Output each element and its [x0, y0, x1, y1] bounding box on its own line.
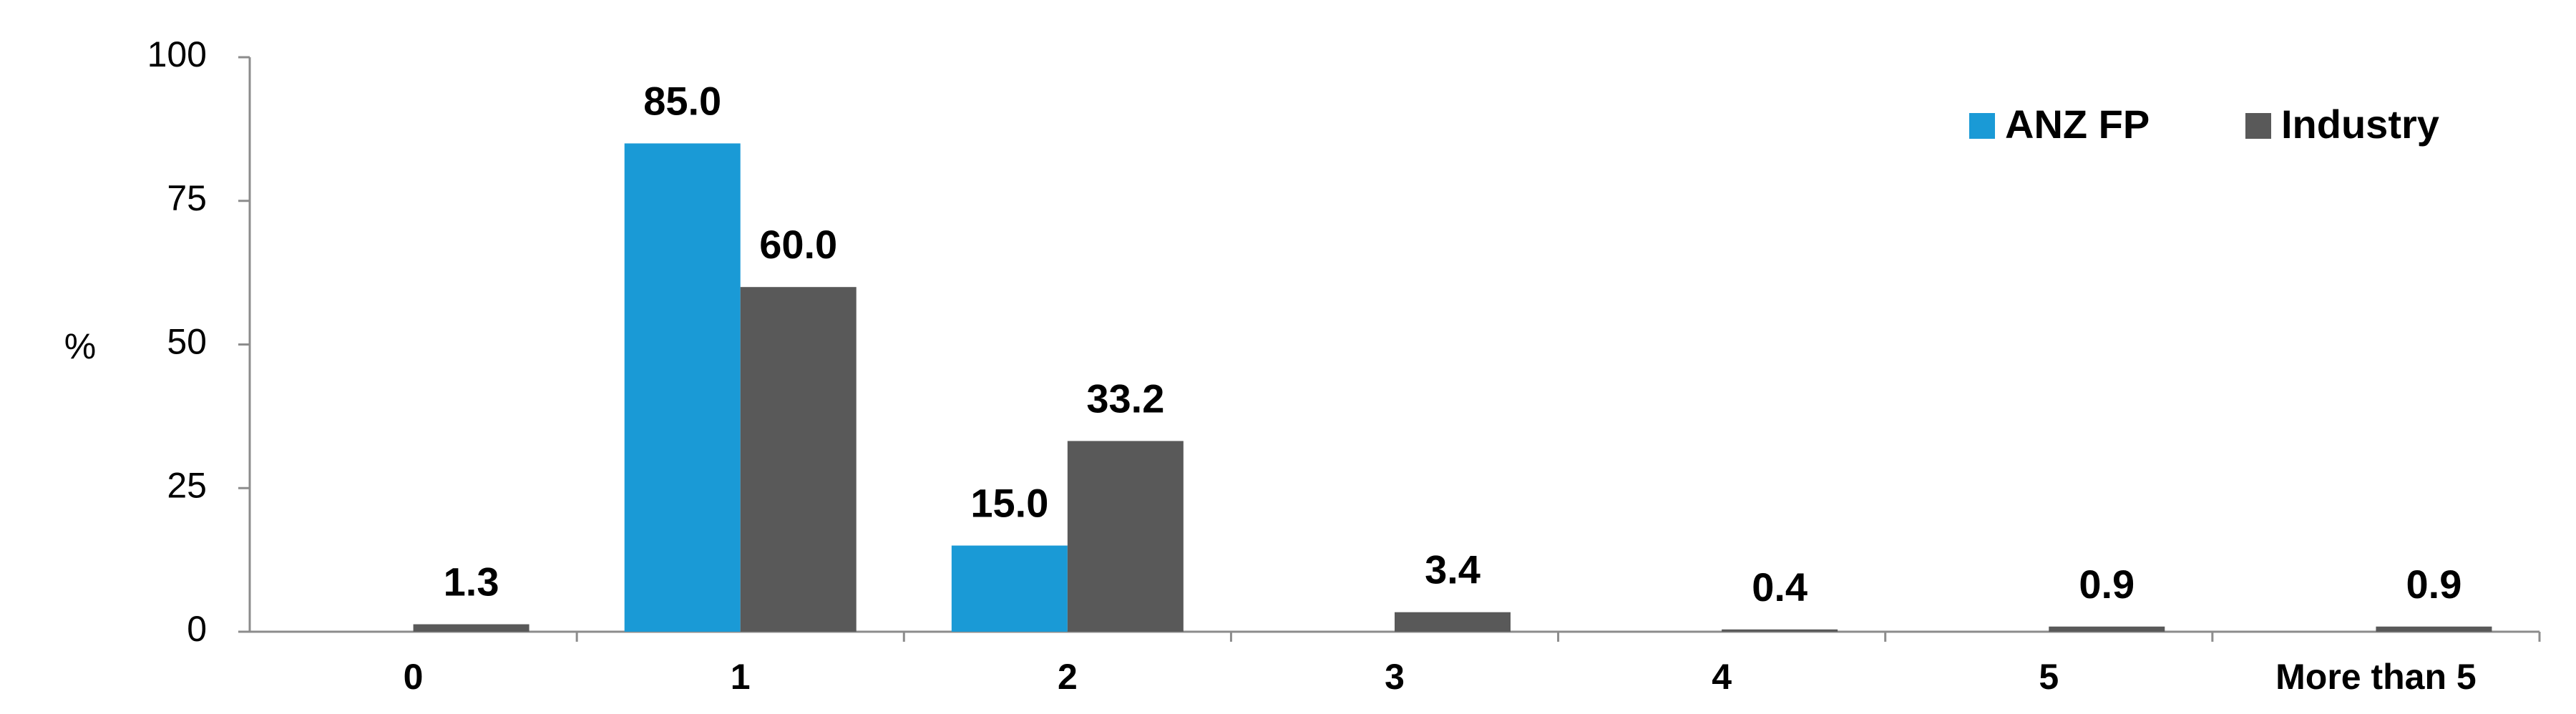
data-label: 3.4 [1425, 547, 1480, 592]
x-category-label: 4 [1712, 657, 1732, 697]
legend-swatch [1969, 113, 1995, 139]
x-category-label: 1 [731, 657, 751, 697]
bar-anz-fp [624, 143, 741, 632]
chart-axes: 0 25 50 75 100 0 1 2 3 4 5 More than 5 [147, 34, 2541, 697]
legend-swatch [2245, 113, 2271, 139]
chart-legend: ANZ FP Industry [1969, 102, 2439, 147]
data-label: 60.0 [759, 222, 837, 267]
y-tick-label: 0 [187, 609, 207, 649]
y-axis-title: % [64, 326, 96, 366]
chart-data-labels: 1.3 85.0 60.0 15.0 33.2 3.4 0.4 0.9 0.9 [444, 78, 2462, 609]
x-category-label: 3 [1385, 657, 1405, 697]
bar-anz-fp [951, 545, 1068, 632]
bar-industry [1722, 629, 1838, 632]
data-label: 0.4 [1752, 564, 1807, 610]
bar-industry [1067, 441, 1184, 632]
x-category-label: 0 [404, 657, 424, 697]
x-category-label: 5 [2039, 657, 2059, 697]
y-tick-label: 75 [167, 178, 207, 218]
data-label: 0.9 [2079, 562, 2135, 607]
x-category-label: More than 5 [2275, 657, 2477, 697]
legend-label: Industry [2281, 102, 2439, 147]
bar-industry [2376, 626, 2492, 632]
y-tick-label: 100 [147, 34, 207, 74]
x-category-label: 2 [1058, 657, 1078, 697]
data-label: 1.3 [444, 559, 499, 605]
data-label: 85.0 [643, 78, 721, 123]
data-label: 15.0 [970, 481, 1048, 526]
bar-industry [740, 287, 857, 632]
data-label: 0.9 [2406, 562, 2462, 607]
bar-industry [2049, 626, 2165, 632]
bar-industry [1395, 612, 1511, 632]
legend-label: ANZ FP [2005, 102, 2150, 147]
bar-industry [413, 624, 530, 632]
chart-bars [413, 143, 2492, 632]
y-tick-label: 25 [167, 465, 207, 505]
data-label: 33.2 [1086, 376, 1164, 421]
y-tick-label: 50 [167, 322, 207, 362]
